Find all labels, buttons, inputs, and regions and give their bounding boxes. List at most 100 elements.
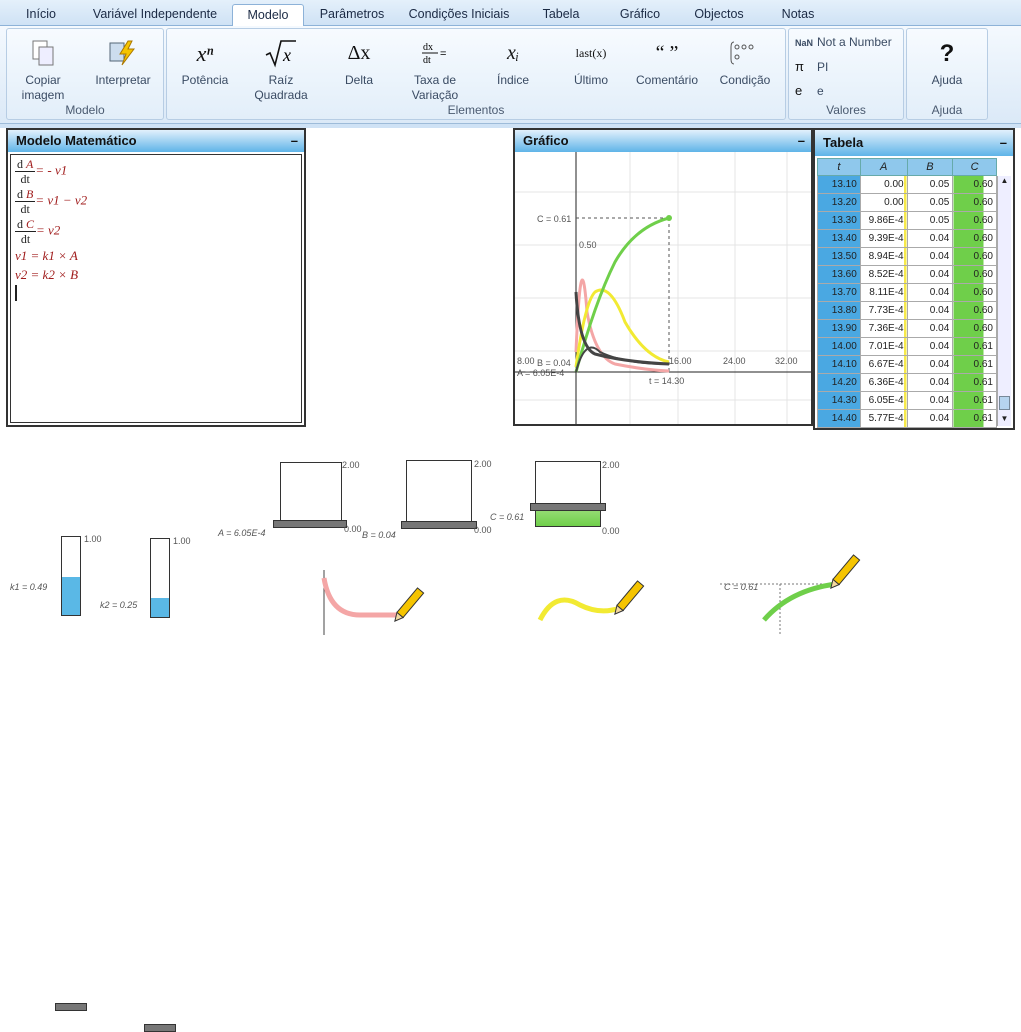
table-cell[interactable]: 13.20	[817, 193, 861, 212]
tab-variavel-independente[interactable]: Variável Independente	[92, 7, 218, 21]
table-cell[interactable]: 0.04	[906, 283, 954, 302]
table-cell[interactable]: 6.36E-4	[859, 373, 908, 392]
table-cell[interactable]: 8.94E-4	[859, 247, 908, 266]
minimize-button[interactable]: –	[999, 135, 1007, 150]
table-cell[interactable]: 6.05E-4	[859, 391, 908, 410]
table-cell[interactable]: 14.40	[817, 409, 861, 428]
pi-button[interactable]: π PI	[795, 59, 829, 74]
table-cell[interactable]: 0.05	[906, 193, 954, 212]
table-cell[interactable]: 14.20	[817, 373, 861, 392]
table-cell[interactable]: 0.00	[859, 175, 908, 194]
indice-button[interactable]: xᵢ Índice	[481, 33, 545, 88]
slider-k2[interactable]	[150, 538, 170, 618]
delta-button[interactable]: Δx Delta	[327, 33, 391, 88]
table-cell[interactable]: 0.60	[952, 301, 997, 320]
graph-plot[interactable]	[515, 152, 811, 424]
table-row[interactable]: 14.30 6.05E-4 0.04 0.61	[817, 391, 997, 410]
table-cell[interactable]: 0.04	[906, 247, 954, 266]
slider-k1-thumb[interactable]	[55, 1002, 87, 1011]
table-cell[interactable]: 0.04	[906, 391, 954, 410]
table-cell[interactable]: 0.04	[906, 373, 954, 392]
potencia-button[interactable]: xⁿ Potência	[173, 33, 237, 88]
table-cell[interactable]: 14.00	[817, 337, 861, 356]
tab-condicoes-iniciais[interactable]: Condições Iniciais	[408, 7, 510, 21]
taxa-variacao-button[interactable]: dx dt = Taxa de Variação	[403, 33, 467, 103]
ajuda-button[interactable]: ? Ajuda	[915, 33, 979, 88]
table-cell[interactable]: 0.04	[906, 319, 954, 338]
table-cell[interactable]: 0.04	[906, 337, 954, 356]
tab-modelo[interactable]: Modelo	[232, 4, 304, 26]
table-scrollbar[interactable]: ▲ ▼	[997, 176, 1011, 426]
table-cell[interactable]: 0.60	[952, 319, 997, 338]
tank-a[interactable]	[280, 462, 342, 524]
tab-objectos[interactable]: Objectos	[694, 7, 744, 21]
table-row[interactable]: 14.20 6.36E-4 0.04 0.61	[817, 373, 997, 392]
table-cell[interactable]: 0.60	[952, 175, 997, 194]
table-row[interactable]: 13.60 8.52E-4 0.04 0.60	[817, 265, 997, 284]
table-cell[interactable]: 14.10	[817, 355, 861, 374]
table-row[interactable]: 13.40 9.39E-4 0.04 0.60	[817, 229, 997, 248]
table-cell[interactable]: 7.01E-4	[859, 337, 908, 356]
table-cell[interactable]: 13.60	[817, 265, 861, 284]
table-cell[interactable]: 9.39E-4	[859, 229, 908, 248]
table-cell[interactable]: 0.05	[906, 175, 954, 194]
table-cell[interactable]: 0.00	[859, 193, 908, 212]
table-row[interactable]: 13.70 8.11E-4 0.04 0.60	[817, 283, 997, 302]
interpretar-button[interactable]: Interpretar	[85, 33, 161, 88]
ultimo-button[interactable]: last(x) Último	[559, 33, 623, 88]
table-row[interactable]: 13.50 8.94E-4 0.04 0.60	[817, 247, 997, 266]
table-row[interactable]: 13.90 7.36E-4 0.04 0.60	[817, 319, 997, 338]
table-cell[interactable]: 0.60	[952, 193, 997, 212]
table-cell[interactable]: 0.04	[906, 409, 954, 428]
table-cell[interactable]: 13.70	[817, 283, 861, 302]
copiar-imagem-button[interactable]: Copiar imagem	[11, 33, 75, 103]
table-cell[interactable]: 0.61	[952, 355, 997, 374]
table-cell[interactable]: 8.11E-4	[859, 283, 908, 302]
tank-b-level-bar[interactable]	[401, 521, 477, 529]
mini-graph-b[interactable]	[520, 580, 650, 635]
raiz-quadrada-button[interactable]: x Raíz Quadrada	[249, 33, 313, 103]
table-row[interactable]: 13.80 7.73E-4 0.04 0.60	[817, 301, 997, 320]
table-cell[interactable]: 0.04	[906, 265, 954, 284]
table-row[interactable]: 13.20 0.00 0.05 0.60	[817, 193, 997, 212]
tank-b[interactable]	[406, 460, 472, 524]
comentario-button[interactable]: “ ” Comentário	[633, 33, 701, 88]
column-header-t[interactable]: t	[817, 158, 861, 176]
table-cell[interactable]: 0.61	[952, 409, 997, 428]
table-cell[interactable]: 7.36E-4	[859, 319, 908, 338]
table-cell[interactable]: 0.60	[952, 229, 997, 248]
scroll-down-icon[interactable]: ▼	[1000, 414, 1009, 423]
condicao-button[interactable]: Condição	[713, 33, 777, 88]
tab-grafico[interactable]: Gráfico	[619, 7, 661, 21]
table-cell[interactable]: 13.50	[817, 247, 861, 266]
scroll-thumb[interactable]	[999, 396, 1010, 410]
table-cell[interactable]: 8.52E-4	[859, 265, 908, 284]
table-cell[interactable]: 0.60	[952, 265, 997, 284]
slider-k1[interactable]	[61, 536, 81, 616]
slider-k2-thumb[interactable]	[144, 1024, 176, 1032]
mini-graph-a[interactable]	[300, 570, 440, 635]
table-cell[interactable]: 0.60	[952, 283, 997, 302]
table-cell[interactable]: 13.30	[817, 211, 861, 230]
tank-c-level-bar[interactable]	[530, 503, 606, 511]
table-cell[interactable]: 0.04	[906, 355, 954, 374]
tab-tabela[interactable]: Tabela	[542, 7, 580, 21]
tab-inicio[interactable]: Início	[26, 7, 56, 21]
table-row[interactable]: 14.40 5.77E-4 0.04 0.61	[817, 409, 997, 428]
table-cell[interactable]: 7.73E-4	[859, 301, 908, 320]
table-cell[interactable]: 6.67E-4	[859, 355, 908, 374]
table-cell[interactable]: 13.90	[817, 319, 861, 338]
mini-graph-c[interactable]	[720, 550, 880, 635]
table-cell[interactable]: 13.80	[817, 301, 861, 320]
scroll-up-icon[interactable]: ▲	[1000, 176, 1009, 185]
table-cell[interactable]: 9.86E-4	[859, 211, 908, 230]
tab-parametros[interactable]: Parâmetros	[319, 7, 385, 21]
tank-c[interactable]	[535, 461, 601, 527]
table-cell[interactable]: 14.30	[817, 391, 861, 410]
column-header-a[interactable]: A	[859, 158, 908, 176]
column-header-b[interactable]: B	[906, 158, 954, 176]
table-cell[interactable]: 0.04	[906, 229, 954, 248]
table-cell[interactable]: 13.10	[817, 175, 861, 194]
